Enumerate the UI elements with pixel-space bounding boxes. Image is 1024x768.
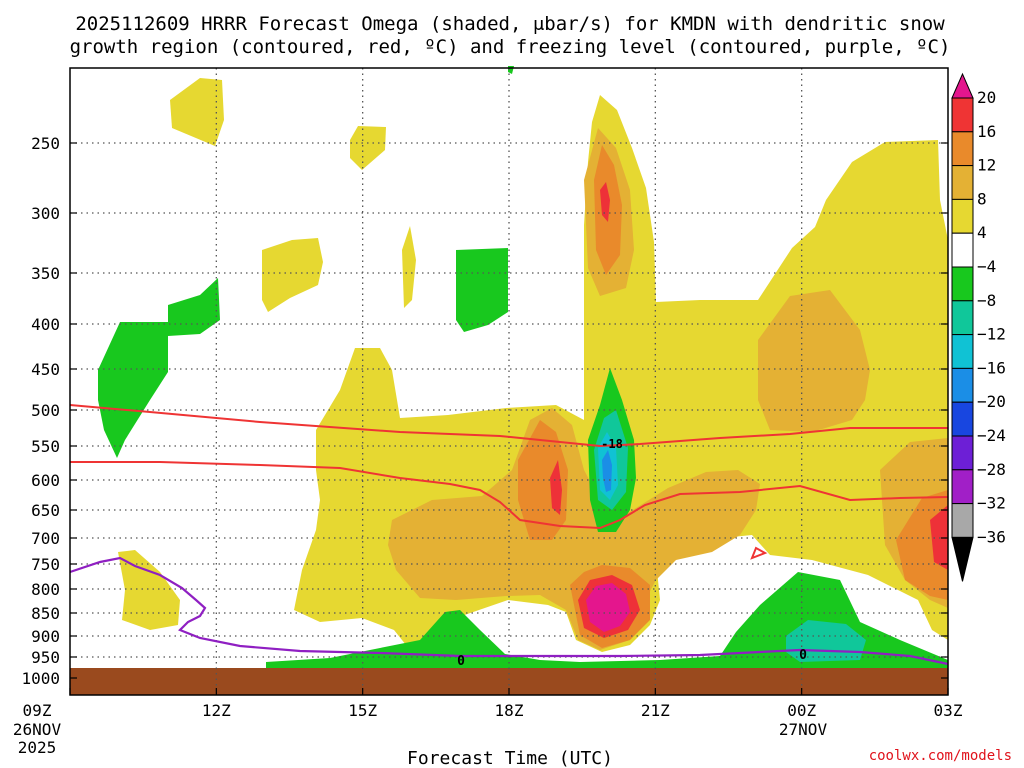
xtick-label-03Z: 03Z <box>934 701 963 720</box>
xtick-label-09Z: 09Z <box>23 701 52 720</box>
freezing-level-contour <box>69 556 949 666</box>
colorbar-swatch <box>951 435 974 471</box>
omega-region-yellow <box>118 550 180 630</box>
date-label-27nov: 27NOV <box>779 720 828 739</box>
omega-region-red <box>550 460 562 515</box>
freezing-level-label-left: 0 <box>457 654 465 669</box>
omega-region-blue <box>602 450 612 492</box>
colorbar-swatch <box>951 232 974 268</box>
ytick-label-250: 250 <box>31 134 60 153</box>
omega-region-yellow <box>170 78 224 146</box>
colorbar-swatch <box>951 198 974 234</box>
ytick-label-750: 750 <box>31 555 60 574</box>
colorbar-label: −8 <box>977 291 996 310</box>
freezing-level-label-right: 0 <box>799 648 807 663</box>
time-gridlines <box>215 68 803 695</box>
colorbar-swatch <box>951 131 974 167</box>
xtick-label-00Z: 00Z <box>787 701 816 720</box>
xtick-label-18Z: 18Z <box>495 701 524 720</box>
ytick-label-600: 600 <box>31 471 60 490</box>
ytick-label-700: 700 <box>31 529 60 548</box>
ytick-label-550: 550 <box>31 437 60 456</box>
omega-region-red <box>600 182 610 222</box>
x-axis-title: Forecast Time (UTC) <box>407 748 613 768</box>
pressure-axis-labels: 250 300 350 400 450 500 550 600 650 700 750 800 850 9… <box>21 134 948 688</box>
dgz-contour-label: -18 <box>601 437 623 451</box>
omega-region-green <box>266 572 948 668</box>
colorbar-label: −20 <box>977 392 1006 411</box>
colorbar-label: 12 <box>977 156 996 175</box>
colorbar-label: −32 <box>977 494 1006 513</box>
ytick-label-1000: 1000 <box>21 669 60 688</box>
omega-region-green <box>456 248 508 332</box>
ytick-label-450: 450 <box>31 360 60 379</box>
ytick-label-900: 900 <box>31 627 60 646</box>
colorbar-swatch <box>951 401 974 437</box>
omega-region-magenta <box>586 583 630 632</box>
omega-region-green <box>168 278 220 336</box>
colorbar-label: −28 <box>977 460 1006 479</box>
colorbar-label: −24 <box>977 426 1006 445</box>
ytick-label-650: 650 <box>31 501 60 520</box>
colorbar-swatch <box>951 97 974 133</box>
colorbar-label: 4 <box>977 223 987 242</box>
colorbar-swatch <box>951 165 974 200</box>
time-axis-labels: 09Z 12Z 15Z 18Z 21Z 00Z 03Z <box>23 688 963 720</box>
colorbar-label: −12 <box>977 325 1006 344</box>
omega-region-green <box>98 322 168 458</box>
colorbar-swatch <box>951 266 974 302</box>
ytick-label-400: 400 <box>31 315 60 334</box>
omega-region-yellow <box>350 126 386 170</box>
omega-region-yellow <box>402 226 416 308</box>
ytick-label-850: 850 <box>31 604 60 623</box>
colorbar-label: 16 <box>977 122 996 141</box>
colorbar-bottom-arrow <box>951 536 974 582</box>
year-label-start: 2025 <box>18 738 57 757</box>
colorbar-swatch <box>951 469 974 505</box>
ytick-label-800: 800 <box>31 580 60 599</box>
ytick-label-300: 300 <box>31 204 60 223</box>
colorbar-swatch <box>951 300 974 336</box>
credit-text: coolwx.com/models <box>869 748 1012 764</box>
dgz-contour-minus20 <box>70 461 949 530</box>
colorbar-label: 8 <box>977 189 987 208</box>
ytick-label-350: 350 <box>31 264 60 283</box>
ytick-label-950: 950 <box>31 648 60 667</box>
color-legend: 20 16 12 8 4 −4 −8 −12 −16 −20 −24 −28 −32 −36 <box>951 72 1006 582</box>
xtick-label-12Z: 12Z <box>202 701 231 720</box>
dgz-contours <box>69 404 949 560</box>
dgz-small-cell <box>750 546 768 560</box>
date-label-start: 26NOV <box>13 720 62 739</box>
colorbar-swatch <box>951 334 974 369</box>
dgz-contour-minus10 <box>69 404 948 448</box>
xtick-label-21Z: 21Z <box>641 701 670 720</box>
omega-region-tan <box>758 290 870 432</box>
omega-region-tan <box>388 408 760 650</box>
colorbar-swatch <box>951 503 974 538</box>
colorbar-top-arrow <box>951 72 974 99</box>
colorbar-label: 20 <box>977 88 996 107</box>
colorbar-label: −4 <box>977 257 996 276</box>
ytick-label-500: 500 <box>31 401 60 420</box>
omega-shading <box>98 66 948 668</box>
colorbar-label: −36 <box>977 527 1006 546</box>
chart-title-line-1: 2025112609 HRRR Forecast Omega (shaded, … <box>75 13 945 35</box>
colorbar-label: −16 <box>977 358 1006 377</box>
xtick-label-15Z: 15Z <box>348 701 377 720</box>
omega-region-green <box>508 66 514 74</box>
colorbar-swatch <box>951 367 974 403</box>
chart-title-line-2: growth region (contoured, red, ºC) and f… <box>70 36 951 58</box>
omega-region-yellow <box>262 238 323 312</box>
